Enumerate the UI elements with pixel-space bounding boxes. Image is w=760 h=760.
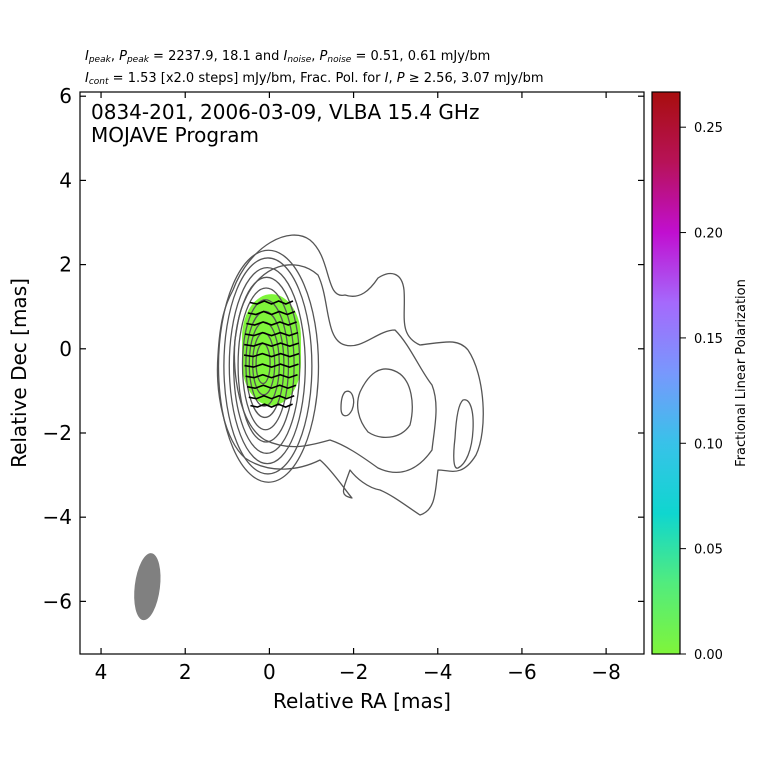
program-label: MOJAVE Program [91,123,259,147]
plot-frame [79,91,645,655]
evpa-tick [244,331,299,337]
evpa-tick [245,373,298,379]
colorbar-tick-label: 0.20 [694,227,723,242]
contour-jet [340,390,355,417]
evpa-tick [248,394,295,400]
y-tick-label: −4 [43,505,72,529]
y-tick-label: 0 [59,337,72,361]
contour-core [241,299,290,431]
contour-core [217,249,320,483]
x-tick-label: −4 [423,660,452,684]
evpa-tick [244,363,299,368]
contour-core [233,276,301,454]
source-title: 0834-201, 2006-03-09, VLBA 15.4 GHz [91,100,479,124]
contour-jet [453,399,474,469]
colorbar [651,91,681,655]
x-tick-label: −2 [339,660,368,684]
contour-core [228,266,306,465]
evpa-tick [250,403,293,408]
evpa-tick [246,384,297,390]
y-tick-label: 4 [59,168,72,192]
contour-jet [357,368,413,438]
y-tick-label: 2 [59,253,72,277]
beam-ellipse [134,553,161,621]
polarized-region [242,294,301,406]
x-tick-label: −6 [507,660,536,684]
colorbar-tick-label: 0.05 [694,543,723,558]
contour-core [223,257,313,475]
y-tick-label: −6 [43,589,72,613]
stats-line-2: Icont = 1.53 [x2.0 steps] mJy/bm, Frac. … [85,71,544,87]
y-axis-ticks: 6 4 2 0 −2 −4 −6 [43,84,644,613]
colorbar-tick-label: 0.15 [694,332,723,347]
x-tick-label: −8 [591,660,620,684]
evpa-tick [247,310,296,316]
evpa-tick [249,300,294,305]
stats-line-1: Ipeak, Ppeak = 2237.9, 18.1 and Inoise, … [85,49,491,65]
plot-area [134,234,484,621]
colorbar-tick-label: 0.25 [694,121,723,136]
colorbar-tick-label: 0.00 [694,648,723,663]
x-axis-ticks: 4 2 0 −2 −4 −6 −8 [95,92,621,684]
x-tick-label: 2 [179,660,192,684]
contour-jet [216,234,484,516]
contour-jet [233,264,437,473]
y-axis-label: Relative Dec [mas] [7,278,31,468]
evpa-ticks [243,300,300,408]
y-tick-label: 6 [59,84,72,108]
evpa-tick [243,352,300,358]
colorbar-label: Fractional Linear Polarization [734,279,749,467]
x-axis-label: Relative RA [mas] [273,689,451,713]
evpa-tick [246,321,297,326]
x-tick-label: 0 [263,660,276,684]
evpa-tick [244,342,300,347]
x-tick-label: 4 [95,660,108,684]
y-tick-label: −2 [43,421,72,445]
contours [216,234,484,516]
colorbar-ticks: 0.00 0.05 0.10 0.15 0.20 0.25 [680,121,723,663]
colorbar-tick-label: 0.10 [694,437,723,452]
